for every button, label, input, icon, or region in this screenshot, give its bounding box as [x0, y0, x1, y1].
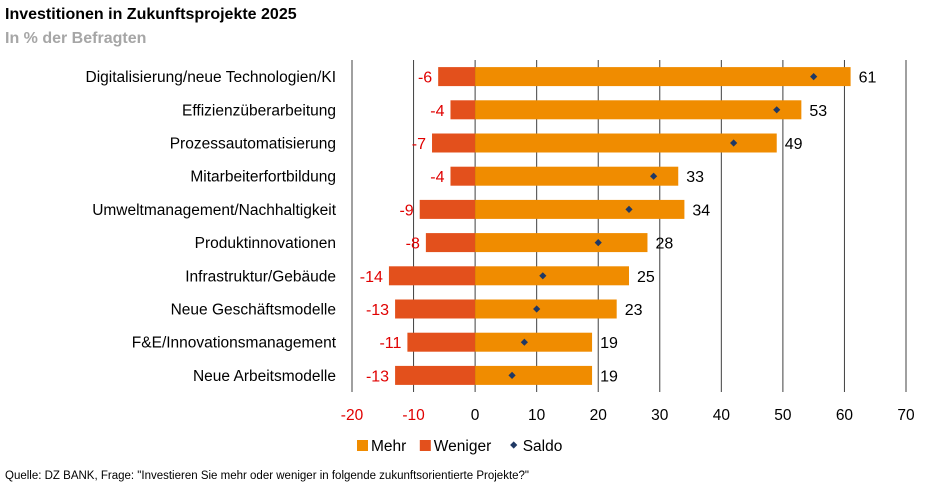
legend-swatch-weniger: [419, 440, 431, 451]
legend-swatch-mehr: [357, 440, 368, 451]
saldo-marker: [520, 338, 528, 346]
category-label: Neue Arbeitsmodelle: [193, 368, 336, 385]
category-label: Infrastruktur/Gebäude: [185, 268, 336, 285]
data-label-mehr: 53: [809, 103, 827, 120]
data-label-mehr: 19: [600, 368, 618, 385]
saldo-marker: [539, 272, 547, 280]
bar-mehr: [475, 365, 593, 385]
saldo-marker: [773, 106, 781, 114]
saldo-marker: [625, 205, 633, 213]
data-label-weniger: -7: [412, 136, 426, 153]
bar-mehr: [475, 266, 629, 286]
category-label: Produktinnovationen: [195, 235, 336, 252]
data-label-weniger: -4: [430, 103, 444, 120]
bar-weniger: [395, 365, 476, 385]
legend-swatch-saldo: [510, 441, 518, 449]
saldo-marker: [810, 73, 818, 81]
data-label-mehr: 19: [600, 335, 618, 352]
data-label-mehr: 23: [625, 302, 643, 319]
x-tick-label: 10: [528, 407, 546, 424]
data-label-mehr: 34: [692, 202, 710, 219]
saldo-marker: [650, 172, 658, 180]
bar-mehr: [475, 233, 648, 253]
bar-mehr: [475, 133, 777, 153]
source-note: Quelle: DZ BANK, Frage: "Investieren Sie…: [5, 470, 530, 482]
bar-chart: Digitalisierung/neue Technologien/KI Effi…: [86, 60, 915, 455]
bar-weniger: [388, 266, 476, 286]
data-label-weniger: -6: [418, 70, 432, 87]
bar-mehr: [475, 100, 802, 120]
legend-label-saldo: Saldo: [523, 438, 563, 455]
x-tick-label: -10: [402, 407, 425, 424]
saldo-marker: [730, 139, 738, 147]
x-tick-label: 20: [590, 407, 608, 424]
bar-mehr: [475, 67, 851, 87]
legend-label-mehr: Mehr: [371, 438, 406, 455]
category-label: Prozessautomatisierung: [170, 136, 336, 153]
data-label-weniger: -4: [430, 169, 444, 186]
category-label: Neue Geschäftsmodelle: [171, 302, 336, 319]
category-label: F&E/Innovationsmanagement: [132, 335, 337, 352]
category-label: Mitarbeiterfortbildung: [190, 169, 336, 186]
data-label-mehr: 25: [637, 269, 655, 286]
bar-weniger: [419, 199, 476, 219]
bar-weniger: [450, 166, 476, 186]
category-label: Effizienzüberarbeitung: [182, 102, 336, 119]
data-label-mehr: 33: [686, 169, 704, 186]
bar-weniger: [407, 332, 476, 352]
chart-subtitle: In % der Befragten: [5, 30, 147, 47]
data-label-weniger: -14: [360, 269, 383, 286]
bar-weniger: [432, 133, 476, 153]
x-tick-label: 40: [713, 407, 731, 424]
legend-label-weniger: Weniger: [434, 438, 491, 455]
bar-weniger: [450, 100, 476, 120]
data-label-mehr: 49: [785, 136, 803, 153]
data-label-mehr: 61: [859, 70, 877, 87]
bar-weniger: [438, 67, 476, 87]
x-tick-label: 0: [471, 407, 480, 424]
x-tick-label: -20: [341, 407, 364, 424]
x-tick-label: 70: [897, 407, 915, 424]
bar-mehr: [475, 332, 593, 352]
bar-mehr: [475, 199, 685, 219]
x-tick-label: 50: [774, 407, 792, 424]
data-label-weniger: -13: [366, 368, 389, 385]
bar-weniger: [425, 233, 476, 253]
chart-title: Investitionen in Zukunftsprojekte 2025: [5, 6, 297, 23]
data-label-weniger: -11: [379, 335, 401, 352]
bar-mehr: [475, 299, 617, 319]
bar-mehr: [475, 166, 679, 186]
saldo-marker: [594, 239, 602, 247]
data-label-mehr: 28: [655, 236, 673, 253]
saldo-marker: [508, 371, 516, 379]
data-label-weniger: -8: [406, 236, 420, 253]
category-label: Digitalisierung/neue Technologien/KI: [86, 69, 336, 86]
data-label-weniger: -13: [366, 302, 389, 319]
x-tick-label: 60: [836, 407, 854, 424]
chart-legend: Mehr Weniger Saldo: [357, 438, 562, 455]
saldo-marker: [533, 305, 541, 313]
category-label: Umweltmanagement/Nachhaltigkeit: [92, 202, 337, 219]
data-label-weniger: -9: [399, 202, 413, 219]
bar-weniger: [395, 299, 476, 319]
x-tick-label: 30: [651, 407, 669, 424]
